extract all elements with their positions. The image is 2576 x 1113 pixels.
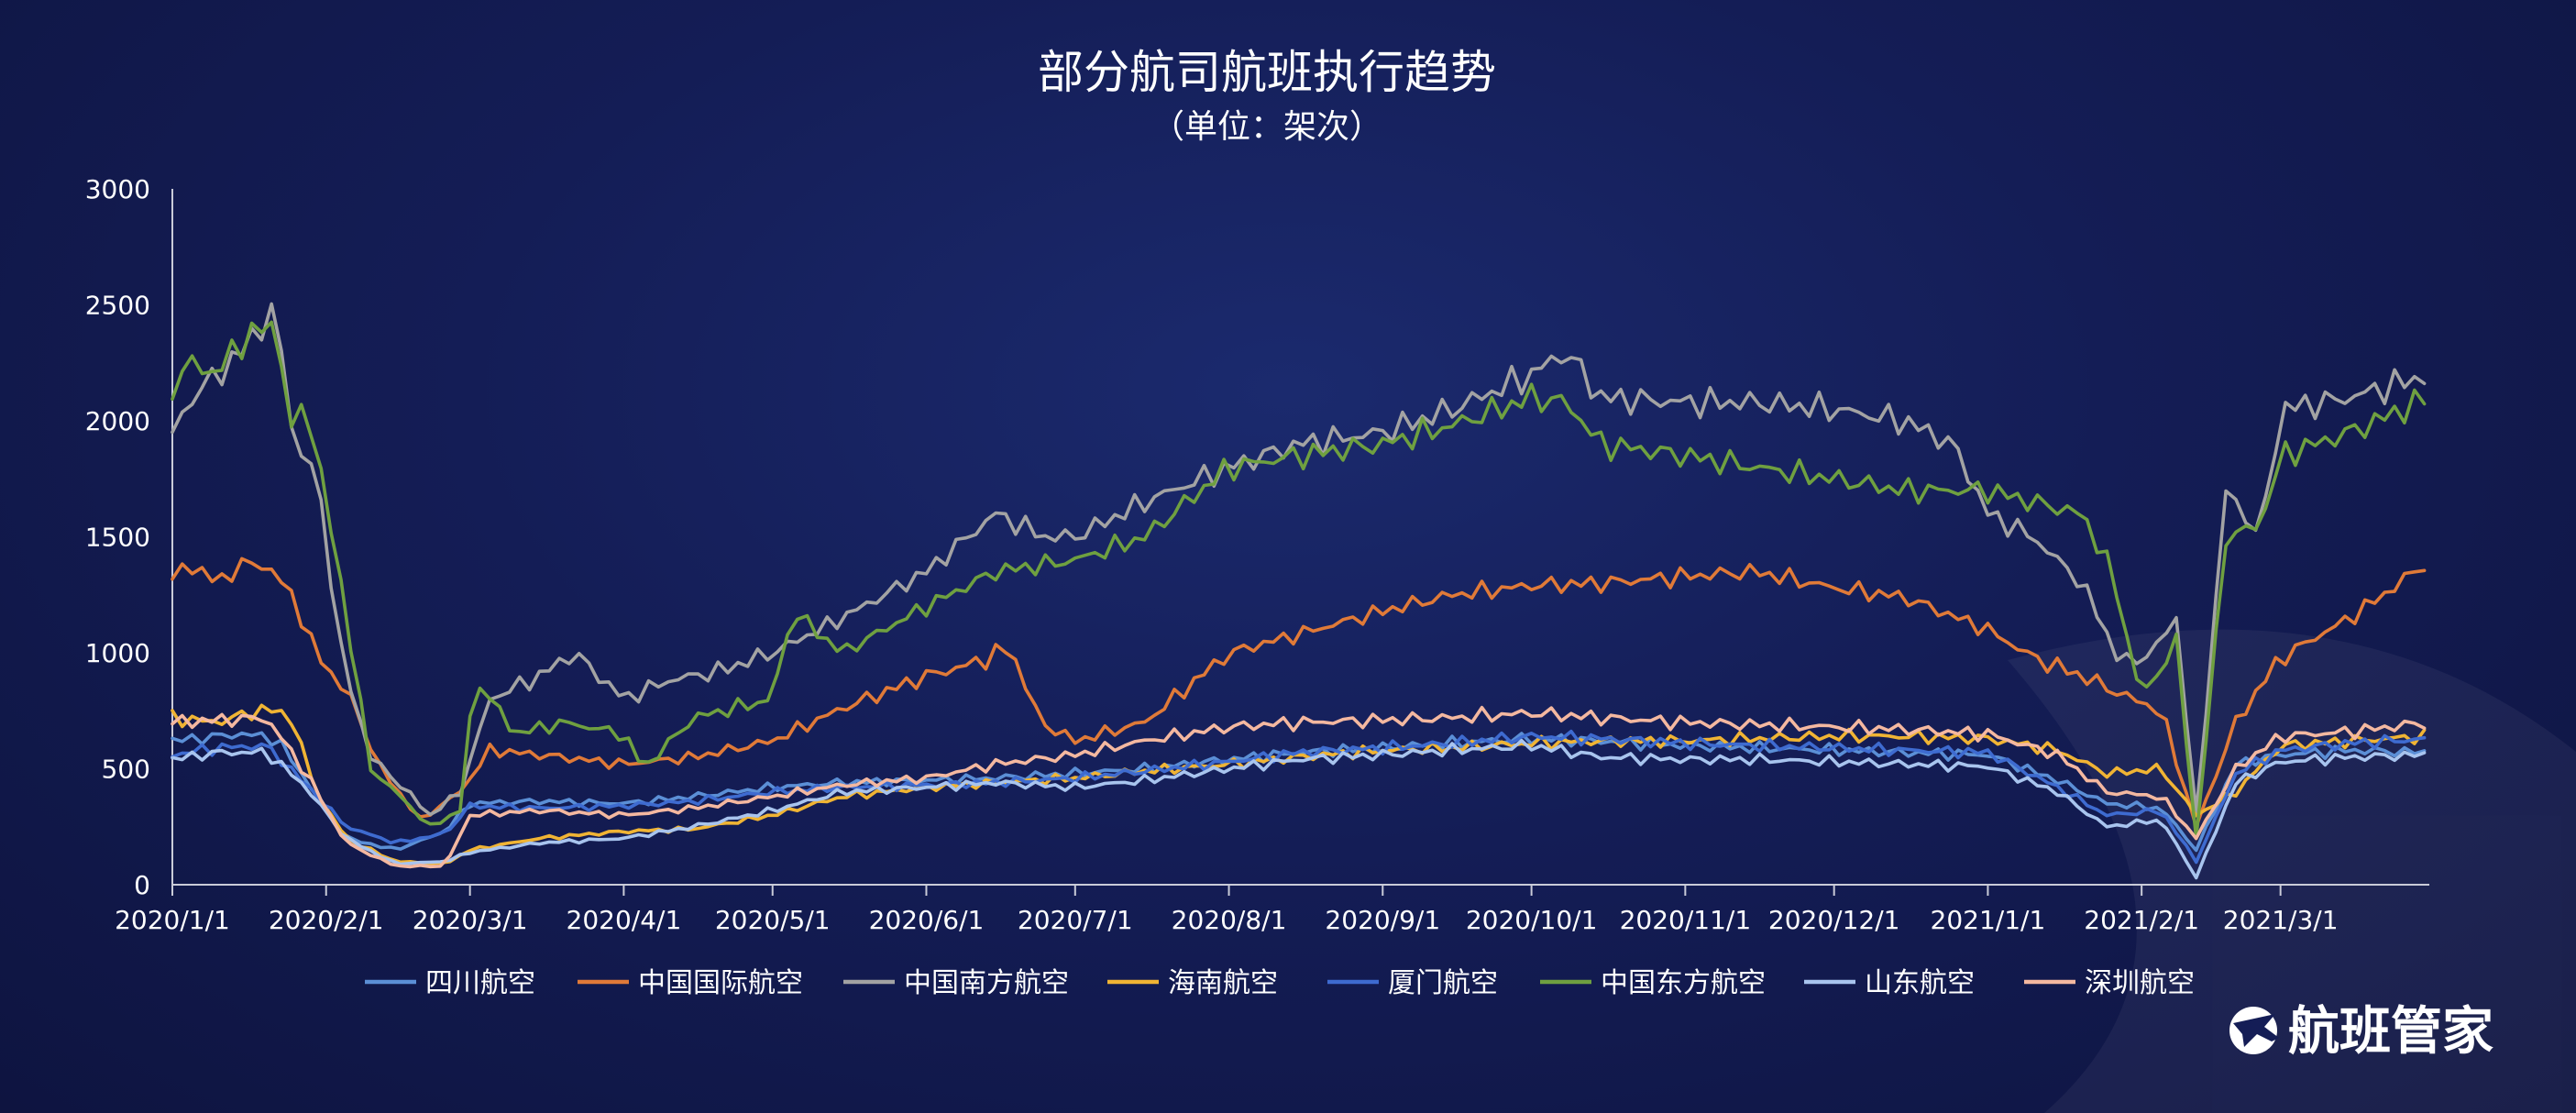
legend-label: 海南航空 xyxy=(1168,967,1278,999)
watermark-swirl-icon xyxy=(2008,629,2576,1113)
legend: 四川航空 中国国际航空 中国南方航空 海南航空 厦门航空 中国东方航空 山东航空 深圳航空 xyxy=(365,967,2195,999)
x-tick-label: 2020/2/1 xyxy=(269,905,384,935)
series-line-3 xyxy=(171,703,2427,865)
legend-label: 中国东方航空 xyxy=(1601,967,1766,999)
y-tick-label: 1500 xyxy=(85,523,150,553)
x-tick-label: 2020/12/1 xyxy=(1768,905,1900,935)
series-line-1 xyxy=(171,556,2427,829)
series-line-2 xyxy=(171,302,2427,817)
legend-label: 山东航空 xyxy=(1865,967,1975,999)
x-tick-label: 2020/8/1 xyxy=(1172,905,1287,935)
x-tick-label: 2020/4/1 xyxy=(567,905,682,935)
y-tick-label: 1000 xyxy=(85,638,150,668)
x-tick-label: 2020/7/1 xyxy=(1018,905,1133,935)
x-tick-label: 2020/9/1 xyxy=(1325,905,1440,935)
legend-label: 四川航空 xyxy=(425,967,535,999)
series-layer xyxy=(171,302,2427,880)
series-line-5 xyxy=(171,320,2427,840)
x-tick-label: 2021/2/1 xyxy=(2084,905,2199,935)
x-tick-label: 2020/3/1 xyxy=(413,905,528,935)
brand-logo: 航班管家 xyxy=(2229,1002,2493,1062)
plane-globe-icon xyxy=(2229,1007,2279,1054)
x-tick-label: 2020/10/1 xyxy=(1466,905,1598,935)
brand-name: 航班管家 xyxy=(2288,1002,2493,1062)
series-line-6 xyxy=(171,738,2427,880)
series-line-7 xyxy=(171,705,2427,869)
series-line-4 xyxy=(171,729,2427,865)
x-tick-label: 2021/3/1 xyxy=(2223,905,2339,935)
chart-axes: 0 500 1000 1500 2000 2500 3000 2020/1/1 2020/2/1… xyxy=(85,174,2429,935)
x-tick-label: 2021/1/1 xyxy=(1931,905,2046,935)
y-tick-label: 0 xyxy=(134,870,150,900)
y-tick-label: 500 xyxy=(102,755,150,785)
y-tick-label: 2000 xyxy=(85,406,150,436)
x-tick-label: 2020/5/1 xyxy=(715,905,831,935)
y-tick-label: 2500 xyxy=(85,291,150,321)
legend-label: 厦门航空 xyxy=(1388,967,1498,999)
chart-subtitle: （单位：架次） xyxy=(1151,108,1382,146)
x-tick-label: 2020/11/1 xyxy=(1620,905,1752,935)
legend-label: 中国国际航空 xyxy=(638,967,803,999)
chart-title: 部分航司航班执行趋势 xyxy=(1038,46,1496,99)
legend-label: 深圳航空 xyxy=(2085,967,2195,999)
x-tick-label: 2020/1/1 xyxy=(115,905,230,935)
x-tick-label: 2020/6/1 xyxy=(869,905,985,935)
legend-label: 中国南方航空 xyxy=(904,967,1069,999)
y-tick-label: 3000 xyxy=(85,174,150,204)
